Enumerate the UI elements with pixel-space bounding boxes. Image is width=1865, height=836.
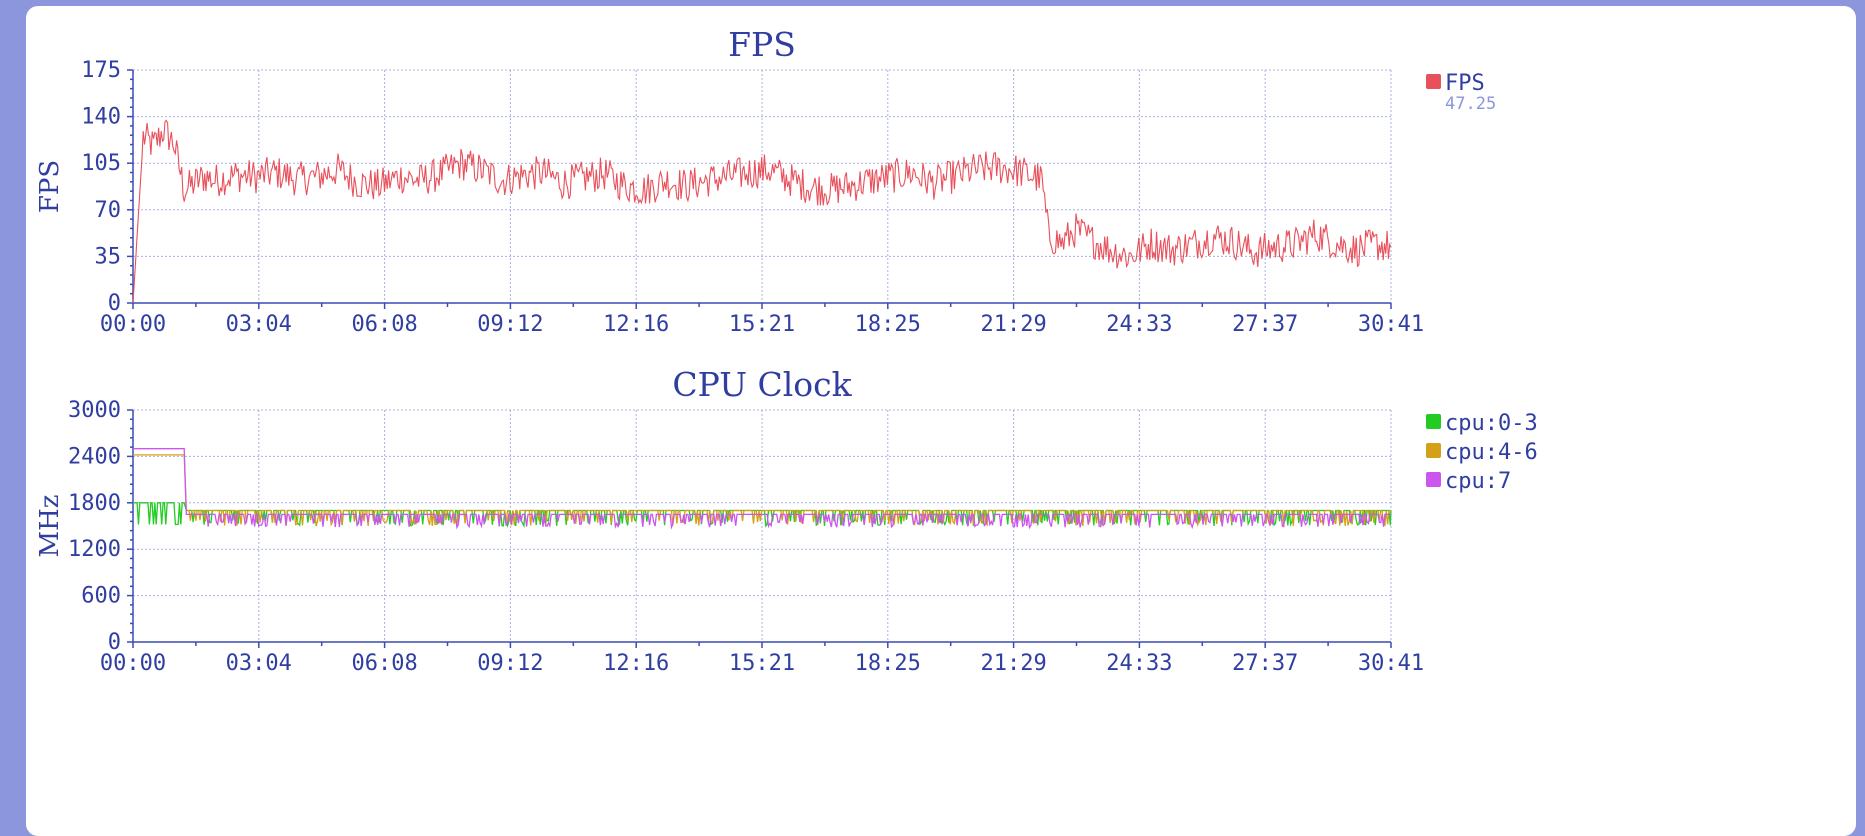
x-tick-label: 18:25 [855, 312, 921, 337]
series-line-cpu-7 [133, 448, 1391, 530]
y-tick-label: 0 [108, 291, 121, 316]
legend-label: cpu:7 [1445, 469, 1511, 494]
y-tick-label: 1800 [68, 491, 121, 516]
x-tick-label: 24:33 [1106, 312, 1172, 337]
x-tick-label: 06:08 [351, 651, 417, 676]
x-tick-label: 03:04 [226, 651, 292, 676]
x-tick-label: 30:41 [1358, 312, 1424, 337]
legend-swatch [1426, 472, 1441, 487]
y-tick-label: 1200 [68, 537, 121, 562]
x-tick-label: 15:21 [729, 312, 795, 337]
legend-label: cpu:0-3 [1445, 411, 1538, 436]
chart-title: CPU Clock [672, 365, 852, 404]
x-tick-label: 27:37 [1232, 312, 1298, 337]
x-tick-label: 12:16 [603, 312, 669, 337]
x-tick-label: 12:16 [603, 651, 669, 676]
x-tick-label: 21:29 [980, 651, 1046, 676]
y-axis-label: MHz [35, 495, 65, 558]
legend-label: FPS [1445, 71, 1485, 96]
y-tick-label: 175 [81, 58, 121, 83]
legend-swatch [1426, 414, 1441, 429]
x-tick-label: 00:00 [100, 312, 166, 337]
legend-swatch [1426, 74, 1441, 89]
legend-value: 47.25 [1445, 94, 1496, 114]
x-tick-label: 03:04 [226, 312, 292, 337]
x-tick-label: 09:12 [477, 651, 543, 676]
legend-swatch [1426, 443, 1441, 458]
x-tick-label: 18:25 [855, 651, 921, 676]
y-tick-label: 70 [95, 198, 122, 223]
y-tick-label: 600 [81, 584, 121, 609]
x-tick-label: 09:12 [477, 312, 543, 337]
x-tick-label: 06:08 [351, 312, 417, 337]
y-tick-label: 105 [81, 151, 121, 176]
y-tick-label: 0 [108, 630, 121, 655]
x-tick-label: 27:37 [1232, 651, 1298, 676]
y-tick-label: 140 [81, 105, 121, 130]
x-tick-label: 24:33 [1106, 651, 1172, 676]
x-tick-label: 00:00 [100, 651, 166, 676]
y-axis-label: FPS [35, 160, 65, 213]
x-tick-label: 30:41 [1358, 651, 1424, 676]
y-tick-label: 35 [95, 244, 122, 269]
series-line-FPS [132, 119, 1392, 304]
chart-title: FPS [728, 25, 796, 64]
y-tick-label: 3000 [68, 398, 121, 423]
legend-label: cpu:4-6 [1445, 440, 1538, 465]
y-tick-label: 2400 [68, 444, 121, 469]
charts-canvas: FPS FPS 00:00 03:04 06:08 09:12 12:16 15:21 18:2… [35, 25, 1538, 676]
dashboard-panel: FPS FPS 00:00 03:04 06:08 09:12 12:16 15:21 18:2… [26, 6, 1856, 836]
x-tick-label: 21:29 [980, 312, 1046, 337]
x-tick-label: 15:21 [729, 651, 795, 676]
series-line-cpu-4-6 [133, 454, 1391, 528]
